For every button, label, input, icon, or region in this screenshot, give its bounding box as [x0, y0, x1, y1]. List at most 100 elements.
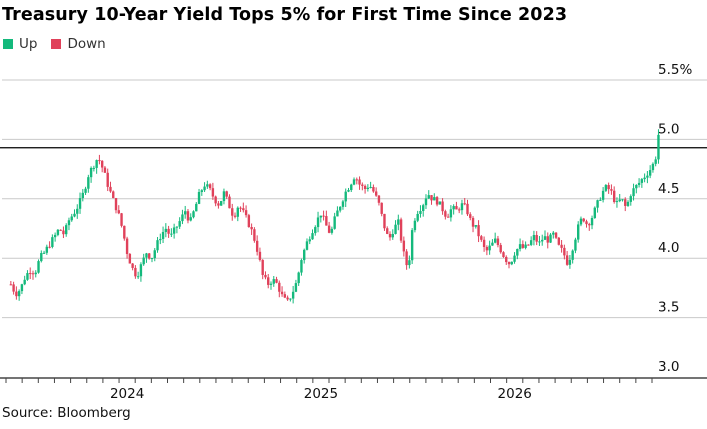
candle-body — [62, 230, 65, 235]
candle-body — [524, 244, 527, 248]
candle-body — [565, 255, 569, 265]
candle-body — [29, 273, 32, 275]
candle-body — [153, 250, 156, 259]
candle-body — [150, 258, 154, 260]
candle-body — [344, 191, 347, 202]
candle-body — [593, 207, 597, 218]
candle-body — [294, 283, 298, 292]
candle-body — [247, 215, 251, 227]
candle-body — [363, 185, 367, 189]
candle-body — [374, 191, 378, 196]
candle-body — [543, 236, 547, 240]
candle-body — [521, 244, 525, 248]
candle-body — [640, 179, 644, 183]
candle-body — [217, 203, 220, 206]
candle-body — [297, 272, 300, 284]
candle-body — [250, 226, 253, 230]
candle-body — [388, 233, 392, 238]
legend: Up Down — [3, 36, 120, 52]
y-tick-label: 3.0 — [658, 359, 679, 375]
candle-body — [167, 228, 170, 234]
candle-body — [402, 240, 406, 252]
candle-body — [125, 238, 129, 254]
candle-body — [203, 186, 206, 191]
candle-body — [26, 273, 29, 280]
candle-body — [322, 215, 325, 217]
candle-body — [488, 245, 491, 251]
candle-body — [139, 264, 143, 277]
candle-body — [98, 160, 101, 162]
candle-body — [369, 186, 372, 188]
candle-body — [23, 279, 26, 285]
candle-body — [632, 188, 635, 197]
candle-body — [142, 257, 145, 265]
candle-body — [391, 233, 394, 238]
candle-body — [419, 211, 422, 214]
candle-body — [416, 213, 419, 221]
candle-body — [172, 227, 176, 234]
y-tick-label: 5.0 — [658, 121, 679, 137]
candle-body — [303, 249, 306, 261]
candle-body — [314, 227, 317, 234]
candle-body — [291, 291, 295, 299]
candle-body — [31, 273, 35, 275]
candle-body — [518, 244, 522, 250]
candle-body — [341, 201, 345, 207]
candle-body — [386, 228, 389, 234]
source-note: Source: Bloomberg — [2, 405, 131, 421]
candle-body — [255, 240, 259, 252]
candle-body — [610, 189, 613, 191]
candle-body — [192, 211, 195, 218]
candle-body — [532, 235, 536, 241]
candle-body — [120, 213, 123, 226]
candle-body — [399, 219, 403, 241]
candle-body — [81, 192, 85, 199]
candle-body — [612, 190, 616, 202]
candle-body — [621, 199, 624, 201]
candle-body — [582, 218, 585, 222]
candle-body — [103, 167, 107, 173]
candle-body — [175, 226, 179, 228]
candle-body — [95, 160, 98, 168]
candle-body — [568, 259, 572, 265]
candle-body — [466, 203, 469, 215]
candle-body — [361, 184, 364, 186]
candle-body — [87, 177, 90, 189]
candle-body — [170, 233, 173, 235]
candle-body — [397, 219, 400, 225]
candle-body — [607, 185, 610, 190]
candle-body — [9, 284, 13, 286]
candle-body — [516, 249, 519, 256]
candle-body — [178, 221, 181, 227]
candle-body — [643, 177, 646, 180]
candle-body — [286, 297, 289, 300]
candle-body — [109, 186, 112, 192]
candle-body — [42, 252, 46, 254]
candle-body — [485, 247, 489, 251]
legend-label-up: Up — [19, 36, 38, 52]
candle-body — [76, 208, 79, 214]
candle-body — [441, 201, 444, 212]
candle-body — [449, 209, 453, 218]
candle-body — [283, 294, 287, 298]
candle-body — [457, 209, 461, 211]
candle-body — [455, 206, 458, 210]
candle-body — [635, 184, 638, 189]
candle-body — [446, 216, 450, 218]
candle-body — [195, 203, 198, 212]
candle-body — [48, 246, 51, 248]
candle-body — [181, 214, 184, 222]
candle-body — [206, 184, 209, 187]
y-tick-label: 4.0 — [658, 240, 679, 256]
candle-body — [654, 159, 657, 164]
candle-body — [197, 192, 201, 204]
candle-body — [161, 231, 165, 239]
candle-body — [40, 253, 43, 262]
candle-body — [637, 182, 641, 185]
candle-body — [422, 205, 425, 212]
chart-title: Treasury 10-Year Yield Tops 5% for First… — [2, 5, 568, 25]
candle-body — [300, 260, 303, 273]
y-tick-label: 5.5% — [658, 62, 692, 78]
candle-body — [491, 242, 494, 246]
